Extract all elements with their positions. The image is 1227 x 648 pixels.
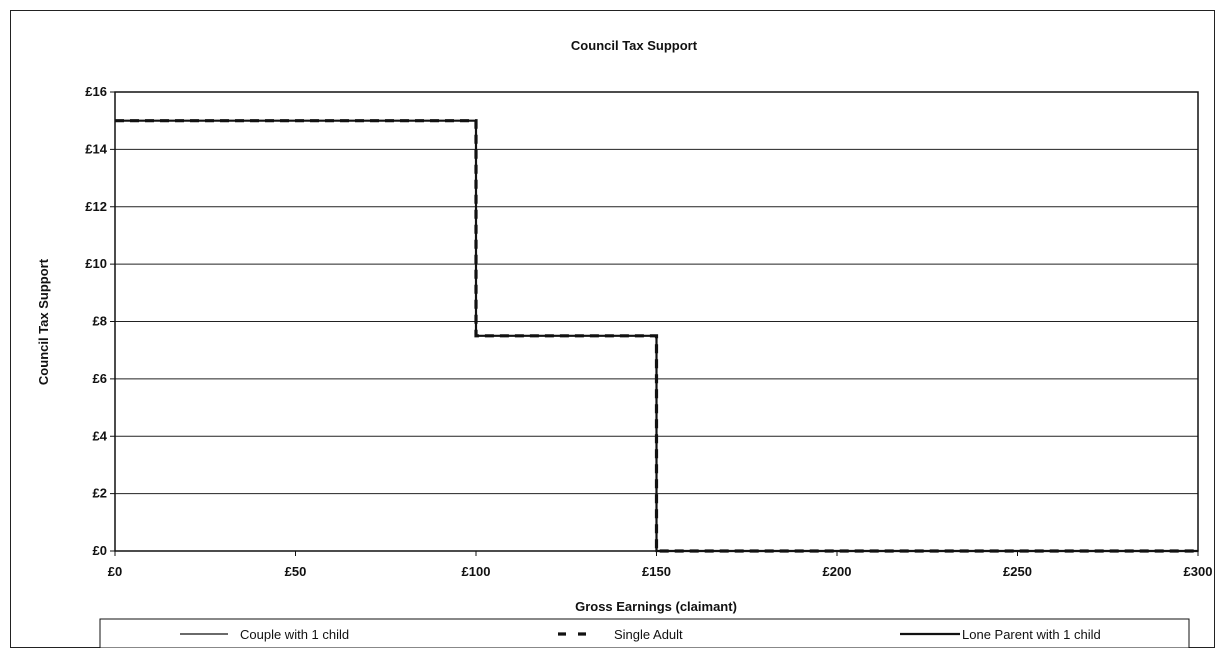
chart-frame bbox=[10, 10, 1215, 648]
x-axis-label: Gross Earnings (claimant) bbox=[575, 599, 737, 614]
legend-box bbox=[99, 618, 1190, 648]
y-tick-label: £4 bbox=[93, 428, 108, 443]
x-tick-label: £250 bbox=[1003, 564, 1032, 579]
y-tick-label: £0 bbox=[93, 543, 107, 558]
axes: £0 £2 £4 £6 £8 £10 £12 £14 £16 £0 £50 £100 £150 £200 £… bbox=[85, 84, 1212, 579]
legend: Couple with 1 child Single Adult Lone Pare… bbox=[99, 618, 1190, 648]
series-lines bbox=[115, 119, 1198, 553]
x-tick-label: £300 bbox=[1184, 564, 1213, 579]
y-tick-label: £2 bbox=[93, 486, 107, 501]
legend-label-1: Single Adult bbox=[614, 627, 683, 642]
legend-label-2: Lone Parent with 1 child bbox=[962, 627, 1101, 642]
x-tick-label: £100 bbox=[462, 564, 491, 579]
y-tick-label: £10 bbox=[85, 256, 107, 271]
chart-title: Council Tax Support bbox=[571, 38, 698, 53]
y-tick-label: £16 bbox=[85, 84, 107, 99]
x-tick-label: £0 bbox=[108, 564, 122, 579]
y-tick-label: £14 bbox=[85, 141, 107, 156]
y-axis-label: Council Tax Support bbox=[36, 258, 51, 385]
x-tick-label: £50 bbox=[285, 564, 307, 579]
series-line-1 bbox=[115, 119, 1198, 553]
x-tick-label: £150 bbox=[642, 564, 671, 579]
y-tick-label: £12 bbox=[85, 199, 107, 214]
x-tick-label: £200 bbox=[823, 564, 852, 579]
gridlines bbox=[115, 148, 1198, 495]
y-tick-label: £6 bbox=[93, 371, 107, 386]
legend-label-0: Couple with 1 child bbox=[240, 627, 349, 642]
y-tick-label: £8 bbox=[93, 314, 107, 329]
